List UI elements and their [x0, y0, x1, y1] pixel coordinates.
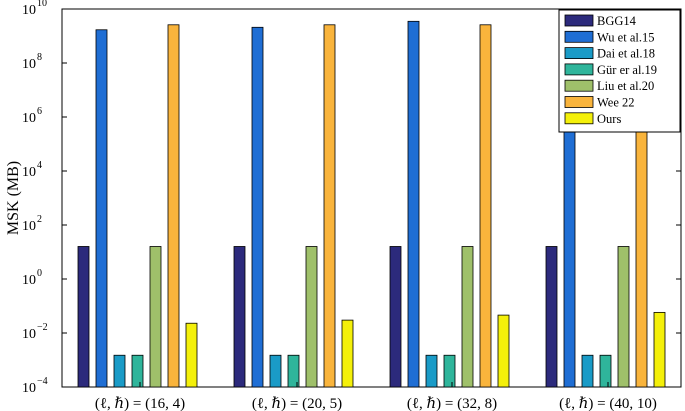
legend-swatch	[564, 96, 594, 108]
bar-bgg14-4	[545, 246, 558, 388]
bar-bgg14-3	[389, 246, 402, 388]
bar-ours-2	[341, 319, 354, 388]
x-category-label: (ℓ, ℏ) = (20, 5)	[252, 396, 342, 411]
legend-swatch	[564, 112, 594, 125]
bar-dai-et-al-18-3	[425, 354, 438, 388]
legend: BGG14 Wu et al.15 Dai et al.18 Gür er al.19…	[558, 9, 681, 133]
bar-dai-et-al-18-4	[581, 354, 594, 388]
bar-bgg14-2	[233, 246, 246, 388]
y-tick-label: 10	[22, 111, 36, 126]
legend-label: BGG14	[597, 14, 637, 28]
legend-label: Liu et al.20	[597, 79, 654, 93]
y-tick-label: 10	[22, 273, 36, 288]
bar-wu-et-al-15-3	[407, 20, 420, 388]
legend-swatch	[564, 79, 594, 92]
bar-ours-1	[185, 322, 198, 388]
y-tick-exponent: 4	[37, 160, 42, 171]
x-category-label: (ℓ, ℏ) = (40, 10)	[559, 396, 657, 411]
bar-liu-et-al-20-4	[617, 246, 630, 388]
bar-wee-22-1	[167, 24, 180, 388]
y-tick-exponent: 0	[37, 268, 42, 279]
bars-group	[77, 18, 666, 388]
x-category-label: (ℓ, ℏ) = (32, 8)	[407, 396, 497, 411]
bar-g-r-er-al-19-3	[443, 354, 456, 388]
bar-wee-22-2	[323, 24, 336, 388]
legend-label: Gür er al.19	[597, 63, 657, 77]
legend-label: Wu et al.15	[597, 30, 654, 44]
bar-g-r-er-al-19-4	[599, 354, 612, 388]
y-tick-exponent: 10	[37, 0, 47, 9]
y-tick-label: 10	[22, 381, 36, 396]
bar-g-r-er-al-19-1	[131, 354, 144, 388]
y-tick-exponent: 6	[37, 106, 42, 117]
bar-liu-et-al-20-1	[149, 246, 162, 388]
y-tick-label: 10	[22, 57, 36, 72]
y-tick-label: 10	[22, 219, 36, 234]
x-category-label: (ℓ, ℏ) = (16, 4)	[95, 396, 185, 411]
legend-label: Wee 22	[597, 96, 635, 110]
bar-ours-4	[653, 311, 666, 388]
bar-g-r-er-al-19-2	[287, 354, 300, 388]
legend-swatch	[564, 63, 594, 76]
y-tick-exponent: −4	[37, 376, 48, 387]
bar-wu-et-al-15-2	[251, 26, 264, 388]
bar-wee-22-3	[479, 24, 492, 388]
bar-ours-3	[497, 314, 510, 388]
y-tick-exponent: 8	[37, 52, 42, 63]
legend-swatch	[564, 30, 594, 43]
y-tick-label: 10	[22, 3, 36, 18]
bar-bgg14-1	[77, 246, 90, 388]
bar-liu-et-al-20-2	[305, 246, 318, 388]
x-axis-labels: (ℓ, ℏ) = (16, 4) (ℓ, ℏ) = (20, 5) (ℓ, ℏ) =…	[95, 382, 657, 411]
y-axis-label: MSK (MB)	[5, 161, 22, 235]
y-tick-label: 10	[22, 165, 36, 180]
y-tick-exponent: 2	[37, 214, 42, 225]
legend-swatch	[564, 47, 594, 59]
legend-label: Dai et al.18	[597, 47, 655, 61]
legend-label: Ours	[597, 112, 621, 126]
legend-swatch	[564, 14, 594, 27]
y-tick-label: 10	[22, 327, 36, 342]
bar-dai-et-al-18-2	[269, 354, 282, 388]
bar-wu-et-al-15-1	[95, 29, 108, 388]
bar-liu-et-al-20-3	[461, 246, 474, 388]
y-tick-exponent: −2	[37, 322, 48, 333]
bar-dai-et-al-18-1	[113, 354, 126, 388]
